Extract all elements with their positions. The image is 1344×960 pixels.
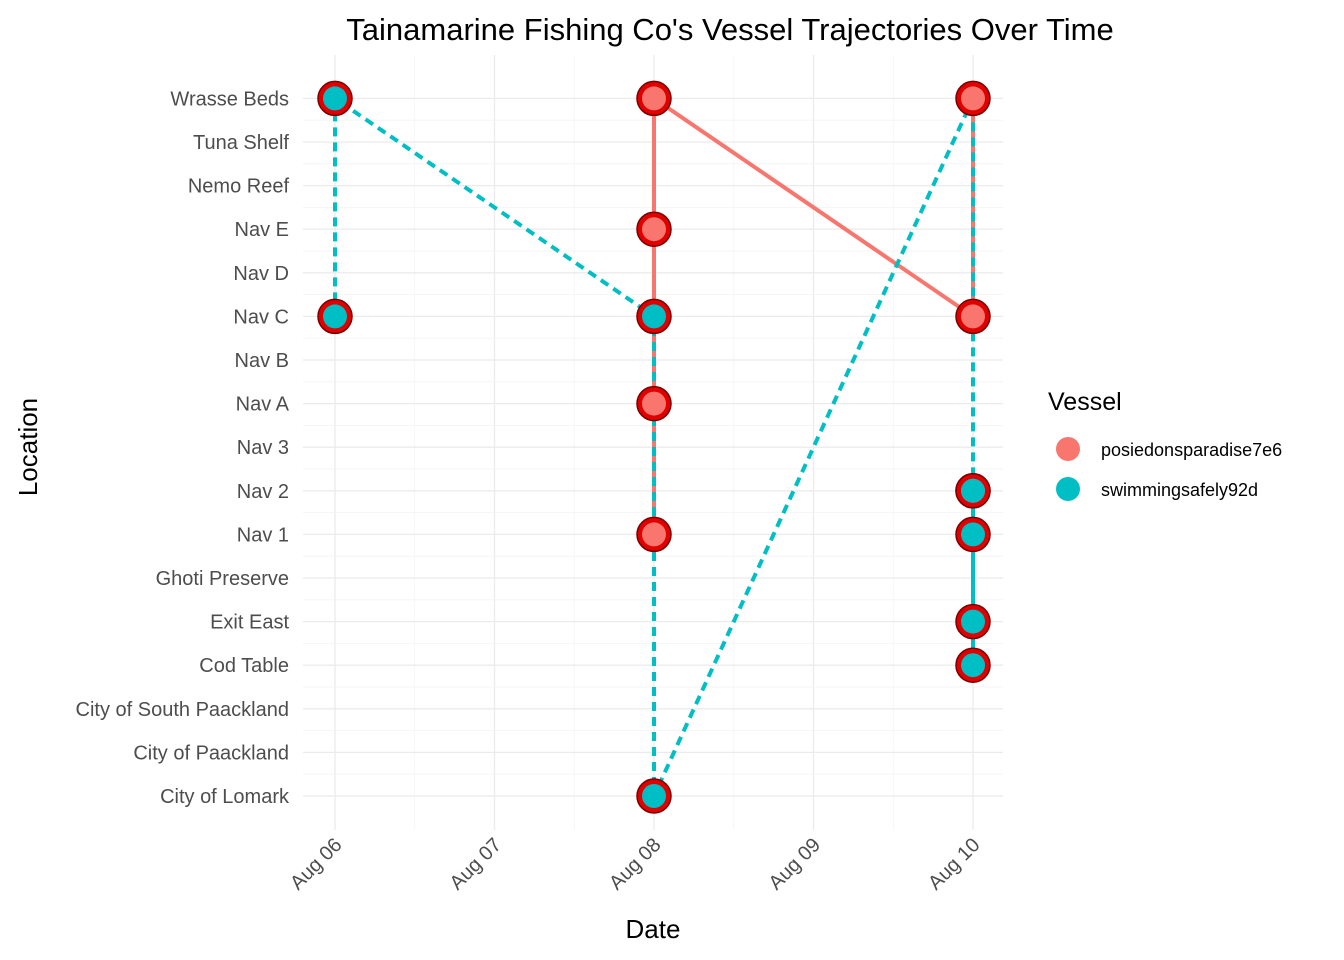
point-swimmingsafely92d <box>961 478 985 503</box>
point-posiedonsparadise7e6 <box>642 391 666 416</box>
y-tick-label: Tuna Shelf <box>193 132 289 154</box>
x-tick-label: Aug 06 <box>286 834 346 894</box>
y-tick-label: City of Paackland <box>133 742 289 764</box>
y-tick-label: Nav C <box>233 306 289 328</box>
chart-title: Tainamarine Fishing Co's Vessel Trajecto… <box>346 12 1113 47</box>
legend-key <box>1056 477 1080 501</box>
point-swimmingsafely92d <box>961 653 985 678</box>
legend-key <box>1056 437 1080 461</box>
point-posiedonsparadise7e6 <box>961 86 985 111</box>
y-tick-label: City of Lomark <box>160 786 290 808</box>
x-tick-label: Aug 10 <box>924 834 984 894</box>
y-tick-label: Nav E <box>235 219 289 241</box>
point-posiedonsparadise7e6 <box>642 86 666 111</box>
y-tick-label: Cod Table <box>199 655 289 677</box>
legend: Vessel posiedonsparadise7e6 swimmingsafel… <box>1048 388 1282 501</box>
point-swimmingsafely92d <box>323 86 347 111</box>
y-axis-ticks: City of Lomark City of Paackland City of S… <box>76 88 290 808</box>
legend-label: posiedonsparadise7e6 <box>1101 440 1282 460</box>
y-tick-label: City of South Paackland <box>76 699 289 721</box>
x-tick-label: Aug 07 <box>446 834 506 894</box>
point-posiedonsparadise7e6 <box>642 522 666 547</box>
point-swimmingsafely92d <box>323 304 347 329</box>
y-tick-label: Exit East <box>210 612 289 634</box>
y-tick-label: Nemo Reef <box>188 176 290 198</box>
y-tick-label: Nav A <box>236 394 290 416</box>
point-swimmingsafely92d <box>961 522 985 547</box>
y-tick-label: Nav 2 <box>237 481 289 503</box>
point-posiedonsparadise7e6 <box>961 304 985 329</box>
y-tick-label: Nav 3 <box>237 437 289 459</box>
y-tick-label: Wrasse Beds <box>170 88 289 110</box>
x-tick-label: Aug 09 <box>765 834 825 894</box>
point-swimmingsafely92d <box>961 609 985 634</box>
legend-title: Vessel <box>1048 388 1122 416</box>
legend-label: swimmingsafely92d <box>1101 480 1258 500</box>
y-tick-label: Nav D <box>233 263 289 285</box>
x-axis-title: Date <box>626 914 681 944</box>
y-tick-label: Nav 1 <box>237 524 289 546</box>
y-tick-label: Nav B <box>235 350 289 372</box>
y-axis-title: Location <box>13 398 43 496</box>
point-posiedonsparadise7e6 <box>642 217 666 242</box>
y-tick-label: Ghoti Preserve <box>156 568 289 590</box>
x-axis-ticks: Aug 06 Aug 07 Aug 08 Aug 09 Aug 10 <box>286 834 984 894</box>
trajectory-points <box>317 80 991 814</box>
x-tick-label: Aug 08 <box>605 834 665 894</box>
point-swimmingsafely92d <box>642 304 666 329</box>
point-swimmingsafely92d <box>642 784 666 808</box>
